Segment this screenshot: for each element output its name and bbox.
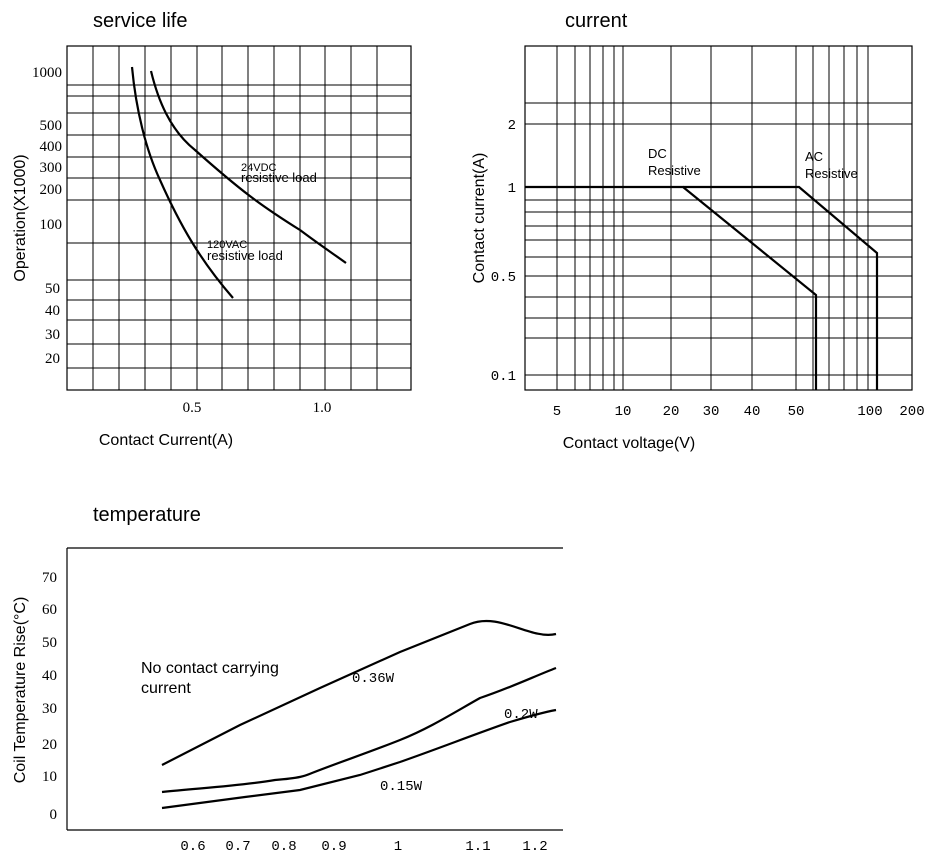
y-tick-label: 400: [40, 139, 63, 155]
current-chart: current: [471, 10, 925, 452]
y-axis-title: Operation(X1000): [12, 154, 29, 281]
y-tick-label: 0: [50, 807, 58, 823]
annotation-ac-sub: Resistive: [805, 166, 858, 181]
y-tick-label: 300: [40, 160, 63, 176]
series-015w-line: [161, 708, 557, 810]
y-tick-label: 40: [42, 668, 57, 684]
x-tick-label: 0.8: [271, 839, 296, 855]
annotation-dc: DC: [648, 146, 667, 161]
y-tick-label: 60: [42, 602, 57, 618]
series-036w-line: [161, 619, 557, 766]
annotation-120vac: 120VAC: [207, 239, 247, 251]
y-tick-label: 70: [42, 570, 57, 586]
x-tick-label: 1: [394, 839, 402, 855]
series-ac-resistive-line: [683, 185, 879, 390]
annotation-ac: AC: [805, 149, 823, 164]
y-tick-label: 30: [42, 701, 57, 717]
x-tick-label: 1.2: [522, 839, 547, 855]
current-title: current: [565, 10, 628, 32]
annotation-24vdc: 24VDC: [241, 162, 277, 174]
service-life-plot-frame: [66, 45, 412, 391]
current-plot-frame: [524, 45, 913, 391]
x-axis-title: Contact voltage(V): [563, 435, 696, 452]
y-tick-label: 0.1: [491, 369, 516, 385]
y-tick-label: 200: [40, 182, 63, 198]
series-label-036w: 0.36W: [352, 671, 395, 687]
x-tick-label: 40: [744, 404, 761, 420]
temperature-title: temperature: [93, 504, 201, 526]
y-tick-label: 30: [45, 327, 60, 343]
service-life-chart: service life: [12, 10, 412, 449]
annotation-no-contact: No contact carrying: [141, 660, 279, 677]
current-grid: [525, 46, 912, 390]
x-tick-label: 1.1: [465, 839, 490, 855]
series-label-02w: 0.2W: [504, 707, 538, 723]
y-tick-label: 500: [40, 118, 63, 134]
temperature-chart: temperature 70 60 50 40 30 20 10 0 0.6 0…: [12, 504, 563, 855]
y-tick-label: 100: [40, 217, 63, 233]
service-life-grid: [67, 46, 411, 390]
x-tick-label: 0.6: [180, 839, 205, 855]
x-tick-label: 10: [615, 404, 632, 420]
y-tick-label: 40: [45, 303, 60, 319]
series-120vac-line: [130, 66, 234, 299]
x-tick-label: 100: [857, 404, 882, 420]
annotation-dc-sub: Resistive: [648, 163, 701, 178]
x-tick-label: 50: [788, 404, 805, 420]
x-tick-label: 0.9: [321, 839, 346, 855]
x-tick-label: 0.7: [225, 839, 250, 855]
x-tick-label: 30: [703, 404, 720, 420]
annotation-no-contact-sub: current: [141, 680, 191, 697]
service-life-title: service life: [93, 10, 187, 32]
x-tick-label: 200: [899, 404, 924, 420]
y-tick-label: 10: [42, 769, 57, 785]
x-tick-label: 20: [663, 404, 680, 420]
y-tick-label: 20: [45, 351, 60, 367]
x-tick-label: 1.0: [313, 400, 332, 416]
y-tick-label: 2: [508, 118, 516, 134]
y-tick-label: 50: [42, 635, 57, 651]
y-axis-title: Contact current(A): [471, 153, 488, 284]
series-02w-line: [161, 666, 557, 794]
y-tick-label: 0.5: [491, 270, 516, 286]
series-dc-resistive-line: [525, 185, 818, 390]
x-tick-label: 0.5: [183, 400, 202, 416]
y-tick-label: 1000: [32, 65, 62, 81]
annotation-120vac-sub: resistive load: [207, 248, 283, 263]
series-label-015w: 0.15W: [380, 779, 423, 795]
y-axis-title: Coil Temperature Rise(°C): [12, 597, 29, 784]
series-24vdc-line: [149, 70, 347, 264]
y-tick-label: 50: [45, 281, 60, 297]
annotation-24vdc-sub: resistive load: [241, 170, 317, 185]
y-tick-label: 1: [508, 181, 516, 197]
x-axis-title: Contact Current(A): [99, 432, 233, 449]
y-tick-label: 20: [42, 737, 57, 753]
x-tick-label: 5: [553, 404, 561, 420]
